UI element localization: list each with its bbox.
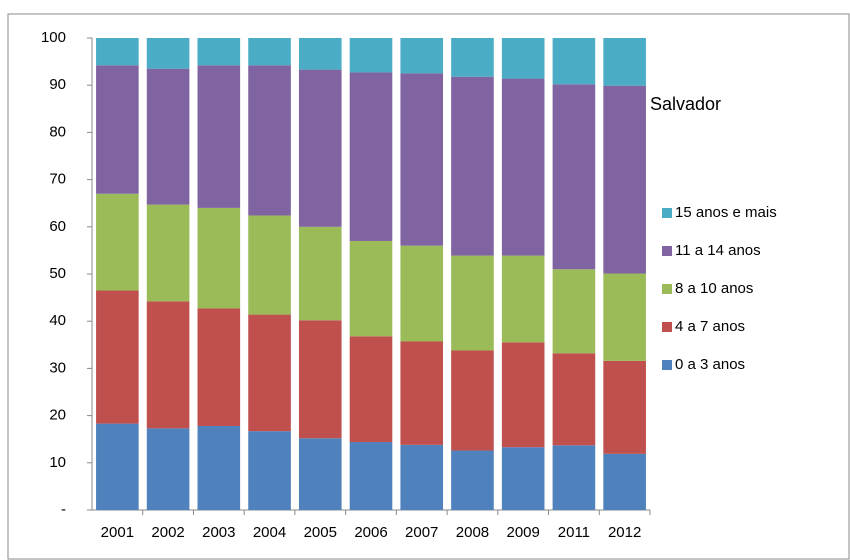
bar-segment: [400, 444, 444, 510]
bar-segment: [248, 314, 291, 432]
bar-segment: [451, 255, 494, 351]
bar-segment: [451, 76, 494, 256]
x-tick-label: 2004: [253, 524, 286, 541]
y-tick-label: 40: [49, 312, 66, 329]
x-tick-label: 2005: [304, 524, 337, 541]
annotation: Salvador: [650, 94, 721, 114]
bar-segment: [248, 431, 291, 510]
bar-segment: [349, 336, 393, 443]
legend-label: 11 a 14 anos: [675, 242, 761, 259]
bar-segment: [400, 341, 444, 445]
bar-segment: [197, 207, 241, 309]
x-tick-label: 2007: [405, 524, 438, 541]
x-tick-label: 2011: [558, 524, 590, 541]
bar-segment: [298, 320, 342, 439]
bar-segment: [349, 240, 393, 337]
bar-segment: [349, 38, 393, 73]
bar-segment: [552, 269, 596, 354]
bar-segment: [501, 38, 545, 79]
bar-segment: [146, 68, 190, 205]
y-tick-label: 10: [49, 454, 66, 471]
bar-segment: [349, 72, 393, 241]
bar-segment: [451, 450, 494, 510]
bar-segment: [298, 69, 342, 227]
bar-segment: [349, 442, 393, 510]
bar-segment: [501, 447, 545, 510]
legend-swatch: [662, 208, 672, 218]
y-tick-label: 90: [49, 76, 66, 93]
bar-segment: [552, 445, 596, 510]
bar-segment: [603, 38, 646, 86]
bar-segment: [248, 38, 291, 66]
bar-segment: [197, 425, 241, 510]
bar-segment: [96, 65, 139, 194]
bar-segment: [400, 73, 444, 246]
x-tick-label: 2008: [456, 524, 489, 541]
bar-segment: [501, 342, 545, 448]
y-tick-label: 70: [49, 171, 66, 188]
legend-swatch: [662, 246, 672, 256]
bar-segment: [552, 353, 596, 446]
bar-segment: [146, 38, 190, 69]
bar-segment: [96, 38, 139, 66]
bar-segment: [146, 204, 190, 302]
bar-segment: [248, 215, 291, 315]
y-tick-label: -: [61, 501, 66, 518]
legend-label: 4 a 7 anos: [675, 318, 745, 335]
bar-segment: [552, 38, 596, 85]
y-tick-label: 80: [49, 123, 66, 140]
legend-swatch: [662, 322, 672, 332]
bar-segment: [603, 273, 646, 361]
bar-segment: [603, 360, 646, 454]
bar-segment: [298, 38, 342, 70]
legend-swatch: [662, 360, 672, 370]
y-tick-label: 60: [49, 218, 66, 235]
bar-segment: [451, 350, 494, 451]
legend-label: 15 anos e mais: [675, 204, 777, 221]
bar-segment: [298, 226, 342, 321]
bar-segment: [552, 84, 596, 270]
legend-label: 0 a 3 anos: [675, 356, 745, 373]
bar-segment: [400, 245, 444, 342]
bar-segment: [501, 78, 545, 256]
bar-segment: [248, 65, 291, 216]
x-tick-label: 2001: [101, 524, 134, 541]
y-tick-label: 30: [49, 359, 66, 376]
bar-segment: [451, 38, 494, 77]
bar-segment: [146, 301, 190, 429]
x-tick-label: 2009: [506, 524, 539, 541]
bar-segment: [197, 38, 241, 66]
y-tick-label: 50: [49, 265, 66, 282]
y-tick-label: 20: [49, 407, 66, 424]
bar-segment: [603, 85, 646, 274]
x-tick-label: 2012: [608, 524, 641, 541]
x-tick-label: 2003: [202, 524, 235, 541]
bar-segment: [96, 193, 139, 291]
bar-segment: [501, 255, 545, 343]
bar-segment: [298, 438, 342, 510]
bar-segment: [146, 428, 190, 510]
bar-segment: [400, 38, 444, 74]
bar-segment: [197, 65, 241, 208]
bar-segment: [96, 423, 139, 510]
y-tick-label: 100: [41, 29, 66, 46]
x-tick-label: 2002: [151, 524, 184, 541]
legend-label: 8 a 10 anos: [675, 280, 753, 297]
bar-segment: [197, 308, 241, 426]
bar-segment: [603, 453, 646, 510]
x-tick-label: 2006: [354, 524, 387, 541]
bar-segment: [96, 290, 139, 424]
legend-swatch: [662, 284, 672, 294]
